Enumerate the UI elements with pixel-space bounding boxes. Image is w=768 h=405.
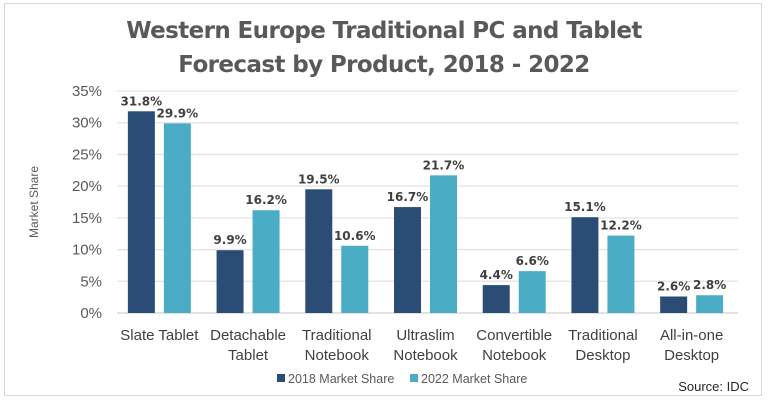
x-tick-label: Ultraslim [396,327,454,344]
legend-swatch [410,374,418,382]
bar-2018 [394,207,421,313]
bar-2018 [216,250,244,313]
bar-2018 [660,296,688,313]
data-labels: 31.8%29.9% 9.9% 16.2% 19.5% 10.6% 16.7% 21.7% 4… [121,94,727,293]
chart-title-line-2: Forecast by Product, 2018 - 2022 [178,52,590,78]
chart-title-line-1: Western Europe Traditional PC and Tablet [126,18,642,44]
x-tick-label: All-in-one [660,327,723,344]
data-label: 19.5% [298,172,340,186]
bar-2022 [696,295,724,313]
x-tick-label: Traditional [302,327,371,344]
data-label: 21.7% [423,158,465,172]
data-label: 12.2% [600,219,642,233]
bar-2022 [163,123,191,313]
y-tick-label: 5% [80,273,102,290]
chart-title: Western Europe Traditional PC and Tablet… [0,14,768,82]
data-label: 16.7% [387,190,429,204]
bar-2022 [252,210,280,313]
bar-2022 [341,245,369,313]
data-label: 16.2% [245,193,287,207]
data-label: 2.6% [657,280,690,294]
bar-2022 [607,235,635,313]
y-tick-label: 10% [72,242,102,259]
x-tick-label: Tablet [228,347,269,364]
bar-2018 [482,285,510,313]
bar-2022 [430,175,457,313]
x-tick-label: Notebook [305,347,370,364]
y-tick-label: 15% [72,210,102,227]
legend-label: 2022 Market Share [421,372,527,386]
data-label: 9.9% [213,233,246,247]
bars [127,111,724,313]
data-label: 10.6% [334,229,376,243]
y-tick-label: 35% [72,83,102,100]
data-label: 4.4% [480,268,513,282]
data-label: 2.8% [693,278,726,292]
x-axis: Slate Tablet Detachable Tablet Traditional N… [120,327,723,364]
x-tick-label: Notebook [393,347,458,364]
x-tick-label: Detachable [210,327,286,344]
y-tick-label: 25% [72,146,102,163]
data-label: 6.6% [516,254,549,268]
x-tick-label: Notebook [482,347,547,364]
legend-swatch [277,374,285,382]
source-annotation: Source: IDC [678,379,749,394]
bar-2022 [518,271,546,313]
y-tick-label: 30% [72,115,102,132]
x-tick-label: Desktop [664,347,719,364]
bar-2018 [127,111,155,313]
legend-label: 2018 Market Share [288,372,394,386]
y-axis-title: Market Share [27,166,41,238]
x-tick-label: Desktop [575,347,630,364]
data-label: 31.8% [121,94,163,108]
x-tick-label: Convertible [476,327,552,344]
bar-2018 [305,189,333,313]
gridlines [117,90,738,314]
data-label: 15.1% [564,200,606,214]
y-tick-label: 0% [80,305,102,322]
x-tick-label: Traditional [568,327,637,344]
x-tick-label: Slate Tablet [120,327,199,344]
legend: 2018 Market Share 2022 Market Share [277,372,527,386]
bar-2018 [571,217,599,313]
y-axis: 0% 5% 10% 15% 20% 25% 30% 35% [72,83,102,322]
y-tick-label: 20% [72,178,102,195]
data-label: 29.9% [157,106,199,120]
